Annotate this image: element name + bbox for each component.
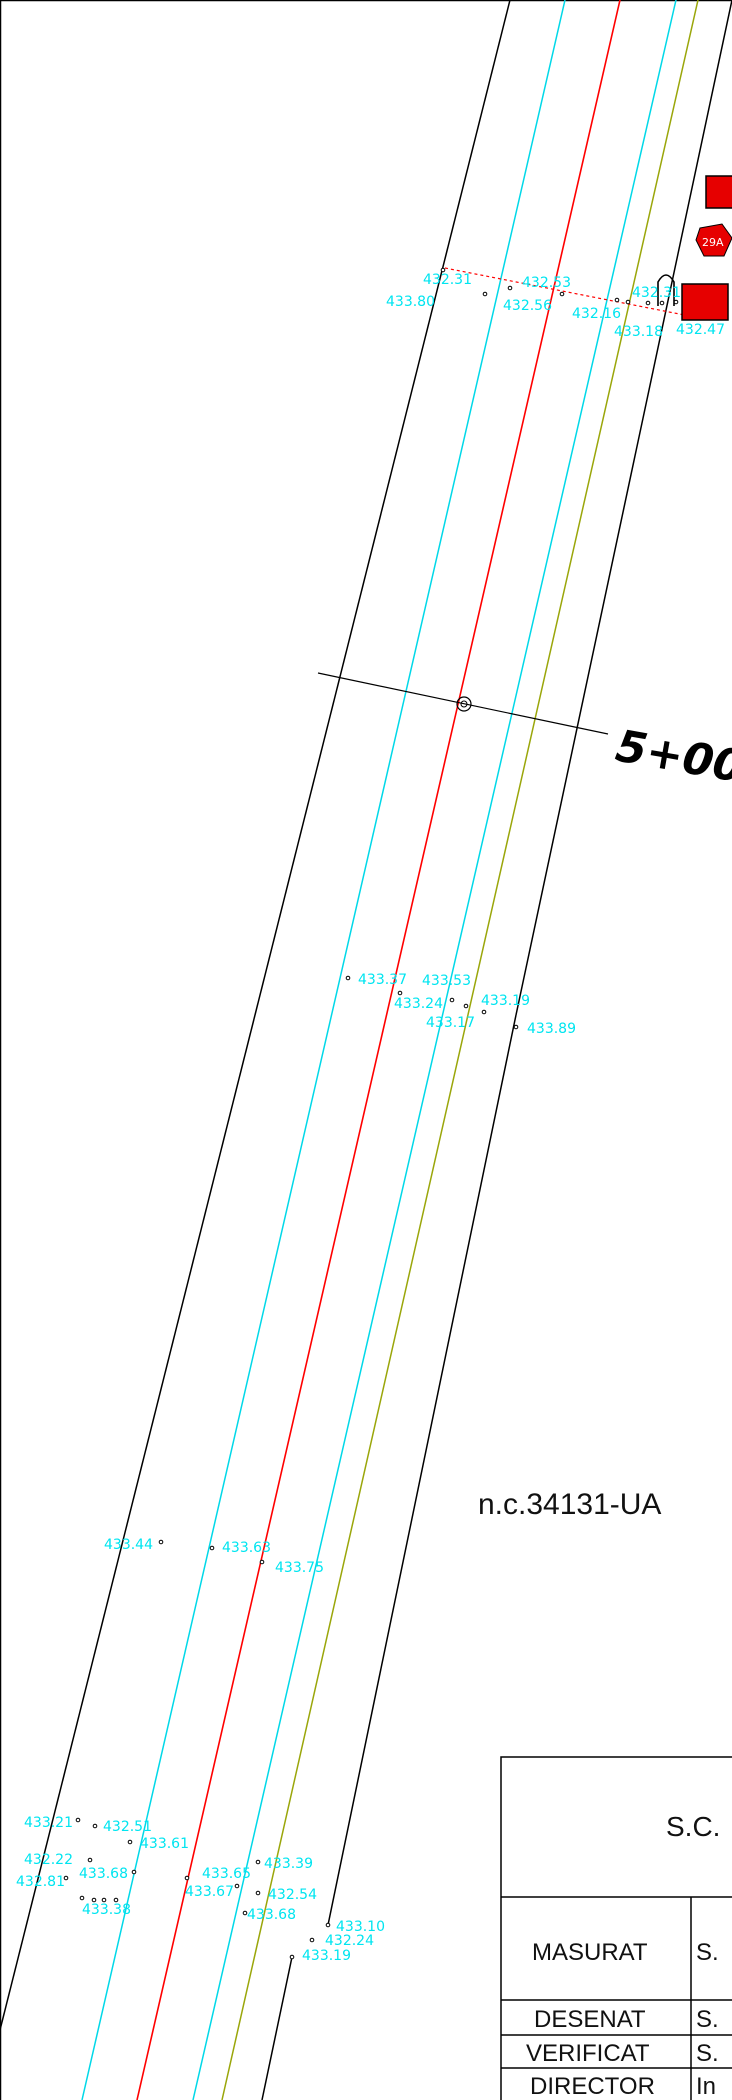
elevation-label: 433.61 <box>140 1836 189 1852</box>
drain-arch <box>657 274 675 306</box>
desenat-label: DESENAT <box>534 2006 646 2033</box>
right-road-edge-upper <box>515 0 732 1016</box>
right-road-edge-stub <box>261 1956 293 2100</box>
elevation-label: 433.19 <box>302 1948 351 1964</box>
elevation-label: 432.31 <box>632 285 681 301</box>
elevation-label: 433.80 <box>386 294 435 310</box>
elevation-label: 433.53 <box>422 973 471 989</box>
masurat-value: S. <box>696 1939 719 1966</box>
route-sign-icon <box>695 223 732 257</box>
elevation-label: 432.16 <box>572 306 621 322</box>
company-name: S.C. <box>666 1811 720 1842</box>
elevation-label: 432.53 <box>522 275 571 291</box>
elevation-label: 433.67 <box>185 1884 234 1900</box>
elevation-label: 433.19 <box>481 993 530 1009</box>
roadside-objects: 29A <box>657 175 732 321</box>
elevation-label: 433.21 <box>24 1815 73 1831</box>
shoulder-line <box>221 0 699 2100</box>
verificat-value: S. <box>696 2040 719 2067</box>
lane-edge-right <box>192 0 677 2100</box>
elevation-label: 432.24 <box>325 1933 374 1949</box>
elevation-label: 433.24 <box>394 996 443 1012</box>
lane-edges <box>81 0 677 2100</box>
elevation-label: 433.68 <box>247 1907 296 1923</box>
station-marker-outer <box>456 696 472 712</box>
elevation-label: 433.65 <box>202 1866 251 1882</box>
elevation-label: 433.63 <box>222 1540 271 1556</box>
title-block <box>500 1756 732 2100</box>
elevation-label: 433.17 <box>426 1015 475 1031</box>
elevation-label: 432.51 <box>103 1819 152 1835</box>
elevation-label: 433.18 <box>614 324 663 340</box>
director-label: DIRECTOR <box>530 2073 655 2100</box>
building-block-upper <box>705 175 732 209</box>
director-value: In <box>696 2073 716 2100</box>
station-cross-line <box>317 672 609 735</box>
masurat-label: MASURAT <box>532 1939 648 1966</box>
elevation-label: 432.47 <box>676 322 725 338</box>
elevation-label: 433.38 <box>82 1902 131 1918</box>
elevation-label: 433.44 <box>104 1537 153 1553</box>
elevation-label: 433.10 <box>336 1919 385 1935</box>
lane-edge-left <box>81 0 566 2100</box>
route-sign-label: 29A <box>702 236 724 249</box>
elevation-label: 433.39 <box>264 1856 313 1872</box>
survey-points <box>63 267 679 1960</box>
elevation-labels: 432.31 433.80 432.53 432.56 432.16 432.3… <box>16 272 725 1964</box>
desenat-value: S. <box>696 2006 719 2033</box>
station-marker-inner <box>460 700 468 708</box>
title-block-frame <box>500 1756 732 2100</box>
right-road-edge-lower <box>327 1014 517 1926</box>
elevation-label: 433.89 <box>527 1021 576 1037</box>
elevation-label: 432.31 <box>423 272 472 288</box>
elevation-label: 432.81 <box>16 1874 65 1890</box>
building-block-lower <box>681 283 729 321</box>
verificat-label: VERIFICAT <box>526 2040 650 2067</box>
left-road-edge <box>0 0 511 2031</box>
elevation-label: 432.56 <box>503 298 552 314</box>
elevation-label: 432.22 <box>24 1852 73 1868</box>
elevation-label: 433.37 <box>358 972 407 988</box>
elevation-label: 433.75 <box>275 1560 324 1576</box>
station-label: 5+00 <box>612 721 732 794</box>
elevation-label: 433.68 <box>79 1866 128 1882</box>
elevation-label: 432.54 <box>268 1887 317 1903</box>
parcel-label: n.c.34131-UA <box>478 1488 661 1521</box>
road-centerline <box>136 0 621 2100</box>
